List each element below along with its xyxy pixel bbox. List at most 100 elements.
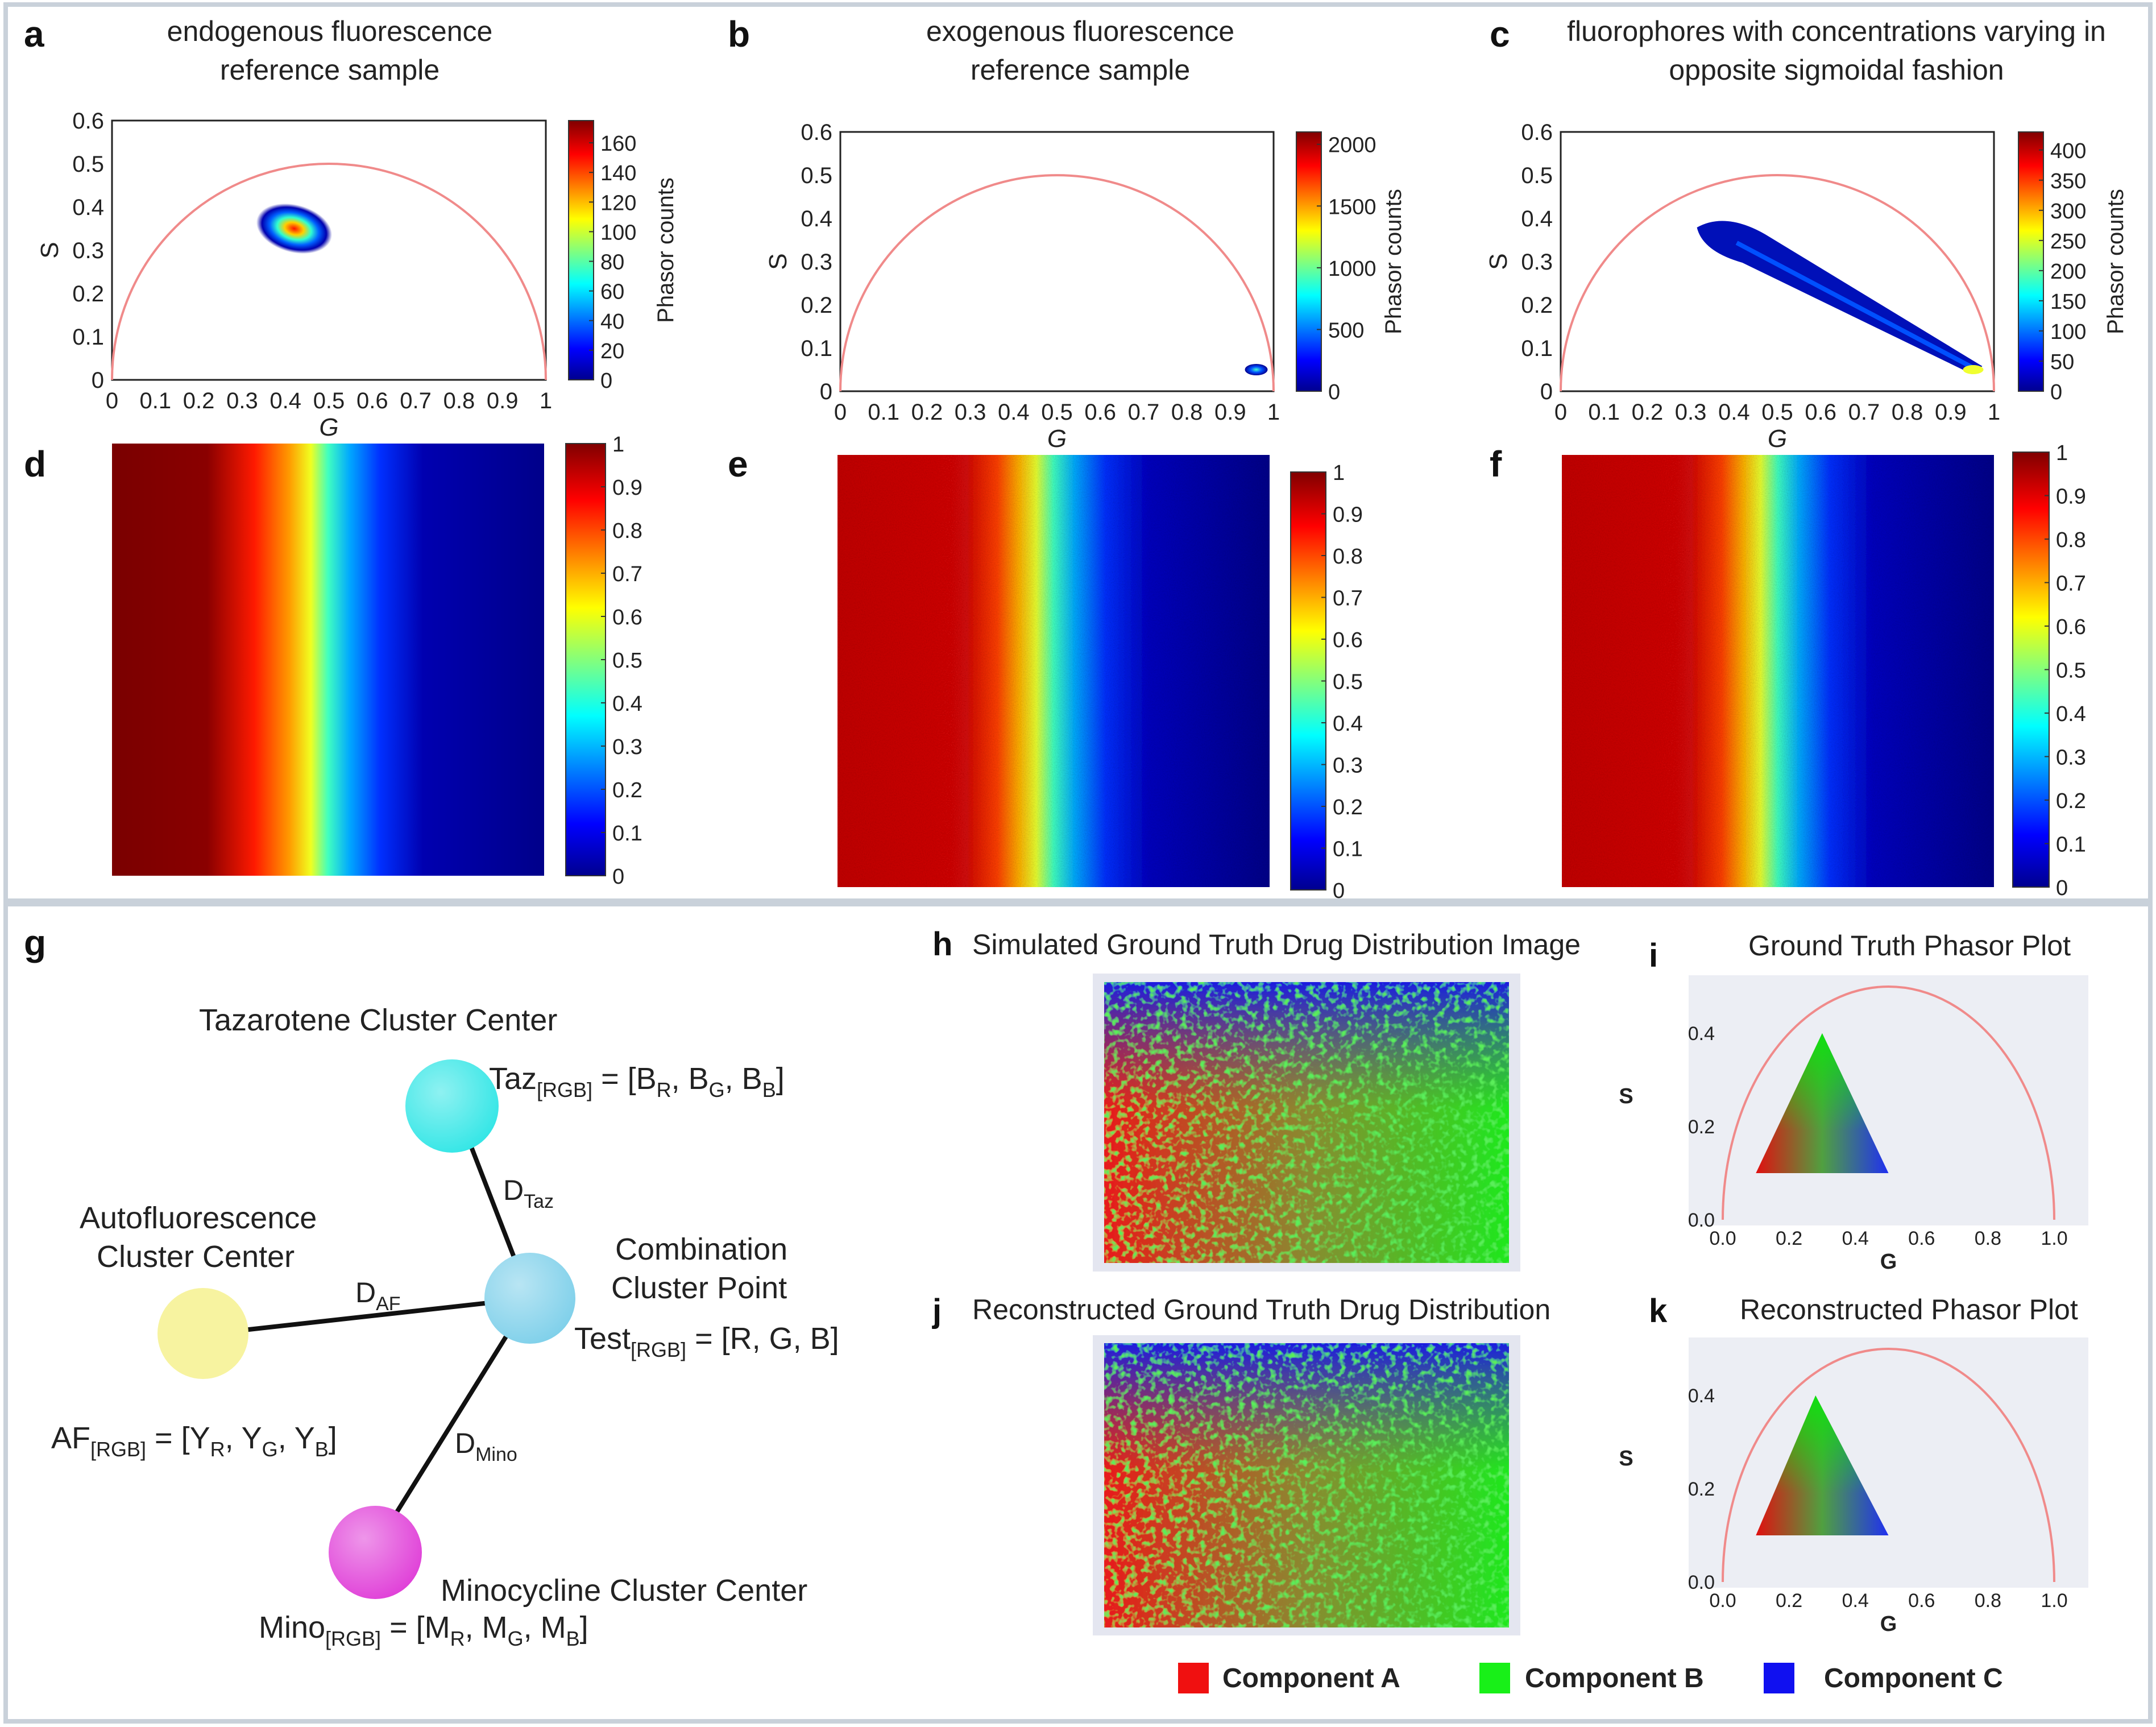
colorbar-tick-d: 0.3 — [612, 735, 642, 759]
colorbar-tick-c: 0 — [2050, 380, 2062, 404]
colorbar-tick-f: 0.1 — [2056, 833, 2086, 857]
phasor-cluster-c-peak — [1963, 365, 1984, 374]
x-tick-k: 1.0 — [2041, 1590, 2067, 1612]
x-tick-c: 0.5 — [1761, 400, 1793, 425]
y-tick-b: 0 — [820, 379, 832, 404]
x-tick-k: 0.6 — [1908, 1590, 1935, 1612]
x-tick-k: 0.2 — [1776, 1590, 1802, 1612]
y-tick-b: 0.2 — [801, 293, 832, 318]
panel-c-title-1: fluorophores with concentrations varying… — [1567, 15, 2106, 47]
y-tick-c: 0.2 — [1521, 293, 1553, 318]
colorbar-tick-d: 0.8 — [612, 519, 642, 543]
y-tick-k: 0.0 — [1688, 1572, 1715, 1593]
colorbar-tick-e: 0.1 — [1333, 838, 1363, 862]
y-tick-a: 0 — [92, 368, 104, 393]
colorbar-tick-a: 80 — [600, 251, 624, 275]
panel-h-title: Simulated Ground Truth Drug Distribution… — [972, 929, 1581, 960]
colorbar-tick-b: 0 — [1328, 380, 1340, 404]
x-axis-label-k: G — [1880, 1612, 1897, 1636]
test-equation: Test[RGB] = [R, G, B] — [574, 1322, 839, 1361]
colorbar-tick-f: 1 — [2056, 441, 2068, 465]
af-label-2: Cluster Center — [97, 1240, 295, 1274]
y-tick-b: 0.6 — [801, 120, 832, 145]
figure-canvas: a endogenous fluorescence reference samp… — [0, 0, 2156, 1727]
x-tick-i: 0.4 — [1842, 1228, 1869, 1249]
colorbar-gradient-f — [2013, 452, 2049, 887]
panel-k-title: Reconstructed Phasor Plot — [1740, 1294, 2078, 1326]
colorbar-label-a: Phasor counts — [653, 177, 678, 323]
panel-letter-k: k — [1649, 1293, 1668, 1330]
legend-swatch-b — [1479, 1663, 1510, 1693]
colorbar-tick-d: 0.7 — [612, 562, 642, 586]
panel-c-title-2: opposite sigmoidal fashion — [1669, 54, 2004, 86]
colorbar-tick-f: 0.6 — [2056, 615, 2086, 639]
af-cluster-circle — [157, 1288, 248, 1379]
x-tick-a: 0.6 — [356, 388, 388, 413]
phasor-chart-i: 0.0 0.2 0.4 0.6 0.8 1.00.00.20.4GS — [1619, 975, 2088, 1274]
x-tick-b: 0.2 — [911, 400, 943, 425]
colorbar-tick-d: 1 — [612, 433, 624, 457]
colorbar-tick-e: 1 — [1333, 461, 1345, 485]
y-tick-c: 0.4 — [1521, 206, 1553, 231]
image-h — [1104, 982, 1509, 1263]
panel-j-title: Reconstructed Ground Truth Drug Distribu… — [972, 1294, 1550, 1326]
colorbar-tick-f: 0 — [2056, 876, 2068, 900]
panel-letter-b: b — [728, 14, 750, 55]
x-tick-a: 0.4 — [270, 388, 301, 413]
colorbar-tick-c: 400 — [2050, 139, 2086, 163]
colorbar-tick-e: 0.3 — [1333, 754, 1363, 778]
x-tick-i: 1.0 — [2041, 1228, 2067, 1249]
image-j — [1104, 1343, 1509, 1627]
colorbar-tick-b: 1500 — [1328, 195, 1376, 219]
x-tick-c: 0.7 — [1848, 400, 1880, 425]
y-tick-a: 0.3 — [72, 238, 104, 263]
legend-swatch-a — [1178, 1663, 1209, 1693]
y-tick-b: 0.1 — [801, 336, 832, 361]
dist-mino-label: DMino — [455, 1427, 517, 1465]
x-axis-label-c: G — [1768, 425, 1787, 453]
x-tick-i: 0.6 — [1908, 1228, 1935, 1249]
panel-letter-i: i — [1649, 937, 1658, 974]
x-tick-k: 0.4 — [1842, 1590, 1869, 1612]
taz-cluster-shine — [405, 1059, 499, 1153]
y-axis-label-i: S — [1619, 1084, 1633, 1108]
x-tick-b: 0.7 — [1128, 400, 1160, 425]
colorbar-gradient-e — [1291, 472, 1326, 890]
taz-label: Tazarotene Cluster Center — [199, 1003, 557, 1037]
y-tick-a: 0.1 — [72, 325, 104, 350]
y-axis-label-a: S — [36, 242, 64, 258]
colorbar-tick-a: 60 — [600, 280, 624, 304]
y-tick-i: 0.0 — [1688, 1210, 1715, 1231]
heatmap-f — [1562, 455, 1994, 887]
combo-label-1: Combination — [615, 1232, 787, 1266]
colorbar-gradient-b — [1296, 132, 1321, 391]
colorbar-tick-d: 0.1 — [612, 822, 642, 846]
phasor-chart-a: 0 0.1 0.2 0.3 0.4 0.5 0.6 0.7 0.8 0.9 1 0 0.1 0.2 0.3 0… — [36, 109, 678, 441]
taz-equation: Taz[RGB] = [BR, BG, BB] — [489, 1062, 785, 1101]
colorbar-tick-b: 2000 — [1328, 134, 1376, 158]
colorbar-gradient-d — [566, 444, 606, 876]
y-tick-c: 0.3 — [1521, 250, 1553, 275]
x-tick-a: 0 — [106, 388, 118, 413]
colorbar-gradient-c — [2018, 132, 2043, 391]
y-tick-b: 0.5 — [801, 163, 832, 188]
cluster-diagram: Tazarotene Cluster Center Taz[RGB] = [BR… — [51, 1003, 839, 1650]
x-tick-k: 0.8 — [1975, 1590, 2001, 1612]
colorbar-tick-a: 160 — [600, 132, 636, 156]
dist-taz-label: DTaz — [503, 1174, 554, 1212]
colorbar-label-b: Phasor counts — [1381, 189, 1406, 334]
af-label-1: Autofluorescence — [80, 1201, 317, 1235]
colorbar-tick-d: 0.9 — [612, 476, 642, 500]
colorbar-tick-e: 0.4 — [1333, 712, 1363, 736]
colorbar-tick-e: 0.5 — [1333, 670, 1363, 694]
y-tick-i: 0.2 — [1688, 1116, 1715, 1138]
x-tick-b: 0.1 — [868, 400, 899, 425]
y-tick-a: 0.4 — [72, 195, 104, 220]
phasor-cluster-b — [1245, 364, 1268, 375]
plot-area-i — [1689, 975, 2088, 1225]
x-tick-a: 0.7 — [400, 388, 432, 413]
colorbar-tick-f: 0.5 — [2056, 659, 2086, 683]
x-tick-b: 0.6 — [1084, 400, 1116, 425]
colorbar-e: 0 0.1 0.2 0.3 0.4 0.5 0.6 0.7 0.8 0.9 1 — [1291, 461, 1363, 903]
mino-label: Minocycline Cluster Center — [441, 1573, 807, 1608]
